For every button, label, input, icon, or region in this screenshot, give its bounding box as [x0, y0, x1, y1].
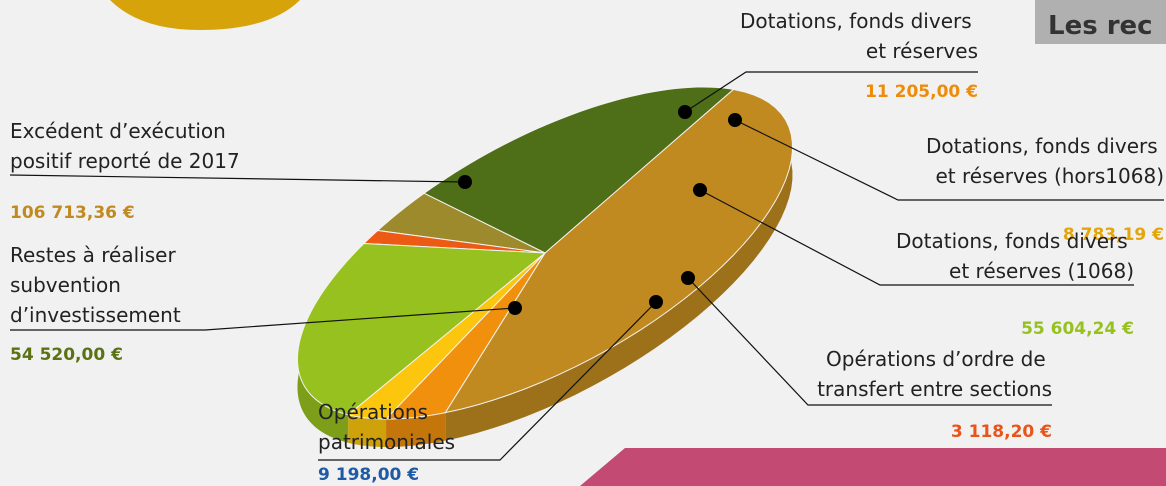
- value-dotations: 11 205,00 €: [865, 82, 978, 102]
- label-excedent-line1: Excédent d’exécution: [10, 119, 226, 143]
- leader-dot-0: [458, 175, 472, 189]
- label-dotations: Dotations, fonds divers et réserves: [740, 9, 978, 63]
- label-1068-line2: et réserves (1068): [949, 259, 1134, 283]
- value-operations-ordre: 3 118,20 €: [951, 422, 1052, 442]
- decor-pink-band: [580, 448, 1166, 486]
- label-excedent: Excédent d’exécution positif reporté de …: [10, 119, 240, 173]
- value-operations-patrimoniales: 9 198,00 €: [318, 465, 419, 485]
- label-ordre-line2: transfert entre sections: [817, 377, 1052, 401]
- label-restes-line2: subvention: [10, 273, 121, 297]
- label-dotations-1068: Dotations, fonds divers et réserves (106…: [896, 229, 1134, 283]
- label-patrimoniales-line1: Opérations: [318, 400, 428, 424]
- label-1068-line1: Dotations, fonds divers: [896, 229, 1128, 253]
- leader-dot-1: [678, 105, 692, 119]
- label-restes-line1: Restes à réaliser: [10, 243, 176, 267]
- label-dotations-line2: et réserves: [866, 39, 978, 63]
- label-hors1068-line2: et réserves (hors1068): [935, 164, 1164, 188]
- label-dotations-line1: Dotations, fonds divers: [740, 9, 972, 33]
- leader-dot-6: [508, 301, 522, 315]
- leader-dot-4: [681, 271, 695, 285]
- leader-dot-3: [693, 183, 707, 197]
- value-excedent: 106 713,36 €: [10, 203, 135, 223]
- label-excedent-line2: positif reporté de 2017: [10, 149, 240, 173]
- label-restes-line3: d’investissement: [10, 303, 181, 327]
- pie-slices: [297, 87, 792, 447]
- leader-line-0: [10, 175, 465, 182]
- label-operations-ordre: Opérations d’ordre de transfert entre se…: [817, 347, 1052, 401]
- value-dotations-1068: 55 604,24 €: [1021, 319, 1134, 339]
- label-patrimoniales-line2: patrimoniales: [318, 430, 455, 454]
- label-restes: Restes à réaliser subvention d’investiss…: [10, 243, 182, 327]
- leader-dot-5: [649, 295, 663, 309]
- decor-yellow-blob: [110, 0, 300, 30]
- leader-dot-2: [728, 113, 742, 127]
- value-restes: 54 520,00 €: [10, 345, 123, 365]
- label-dotations-hors1068: Dotations, fonds divers et réserves (hor…: [926, 134, 1164, 188]
- page-title: Les rec: [1048, 11, 1153, 41]
- label-ordre-line1: Opérations d’ordre de: [826, 347, 1046, 371]
- label-hors1068-line1: Dotations, fonds divers: [926, 134, 1158, 158]
- leader-line-2: [735, 120, 1164, 200]
